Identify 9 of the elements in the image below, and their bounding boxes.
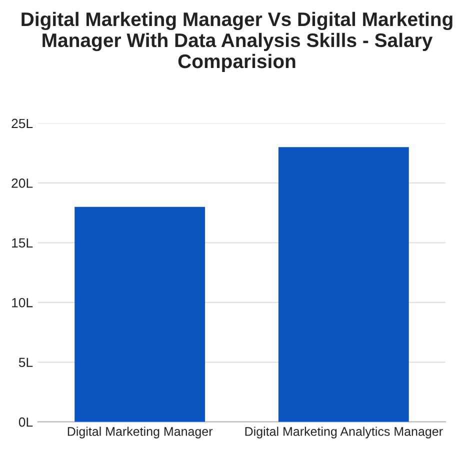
y-tick-label: 15L	[12, 238, 33, 248]
y-tick-label: 20L	[12, 178, 33, 188]
chart-title: Digital Marketing Manager Vs Digital Marketing Manager With Data Analysis Skills - Salary Comparision	[22, 12, 452, 72]
y-tick-label: 5L	[18, 358, 33, 368]
y-tick-label: 0L	[18, 417, 33, 427]
y-tick-label: 10L	[12, 298, 33, 308]
y-tick-label: 25L	[12, 118, 33, 128]
x-tick-label: Digital Marketing Manager	[68, 426, 213, 438]
x-tick-label: Digital Marketing Analytics Manager	[245, 426, 443, 438]
